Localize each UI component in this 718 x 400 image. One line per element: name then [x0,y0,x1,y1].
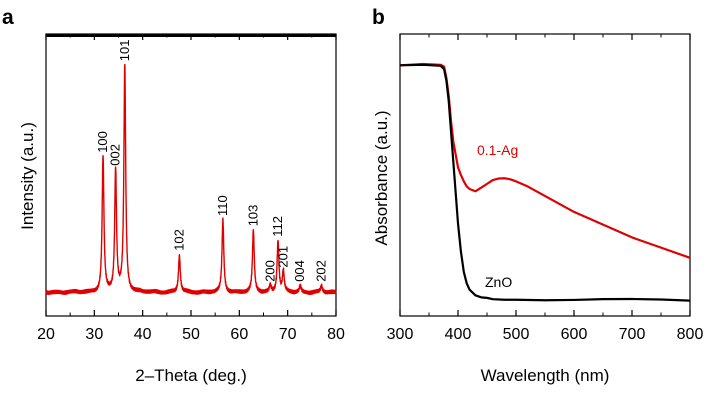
plot-frame-b [399,33,691,317]
panel-b: b 300 400 500 600 700 800 0.1-Ag ZnO Waveleng… [372,6,703,385]
peak-label-004: 004 [292,260,307,282]
peak-label-200: 200 [262,260,277,282]
x-tick-label: 80 [327,326,345,343]
peak-label-002: 002 [108,144,123,166]
zno-series-label: ZnO [485,274,512,290]
x-tick-label: 400 [445,326,472,343]
x-tick-label: 70 [279,326,297,343]
x-tick-label: 30 [85,326,103,343]
x-tick-label: 600 [561,326,588,343]
peak-label-202: 202 [314,260,329,282]
peak-label-103: 103 [245,205,260,227]
x-tick-labels-b: 300 400 500 600 700 800 [387,326,704,343]
xrd-series-line [45,63,337,296]
zno-series-line [399,63,691,302]
x-axis-b [399,34,691,316]
x-axis-title-b: Wavelength (nm) [481,366,610,385]
x-tick-label: 700 [619,326,646,343]
x-tick-label: 60 [230,326,248,343]
panel-letter-b: b [372,6,385,29]
x-tick-label: 50 [182,326,200,343]
x-tick-label: 20 [37,326,55,343]
x-tick-label: 800 [677,326,704,343]
x-tick-label: 500 [503,326,530,343]
x-tick-label: 300 [387,326,414,343]
ag-series-label: 0.1-Ag [477,142,518,158]
x-tick-label: 40 [134,326,152,343]
x-axis-a [45,34,337,316]
peak-label-100: 100 [95,131,110,153]
y-axis-title-a: Intensity (a.u.) [18,122,37,230]
peak-label-102: 102 [171,229,186,251]
ag-series-line [399,62,691,259]
panel-letter-a: a [2,6,14,29]
peak-label-112: 112 [270,216,285,237]
y-axis-title-b: Absorbance (a.u.) [372,110,391,245]
peak-label-110: 110 [215,195,230,216]
peak-label-201: 201 [275,246,290,268]
peak-label-101: 101 [117,39,132,61]
x-tick-labels-a: 20 30 40 50 60 70 80 [37,326,345,343]
x-axis-title-a: 2–Theta (deg.) [135,366,247,385]
